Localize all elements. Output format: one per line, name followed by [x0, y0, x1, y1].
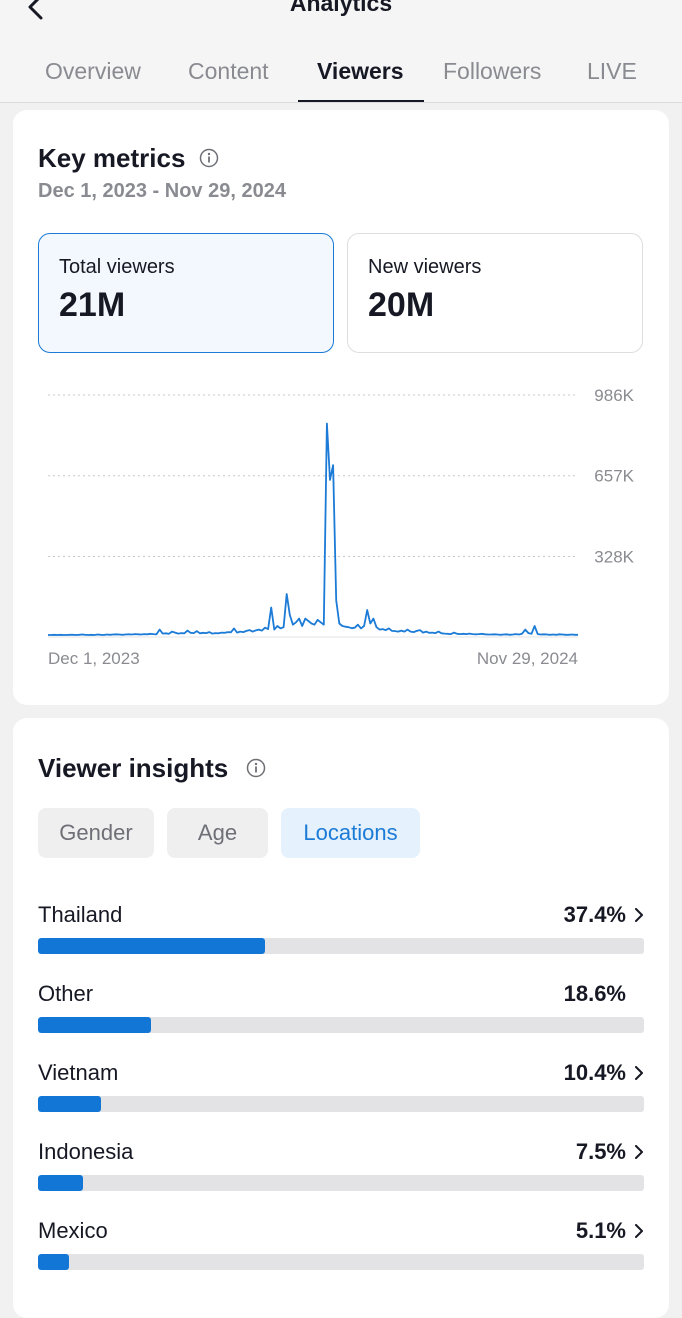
date-range: Dec 1, 2023 - Nov 29, 2024 [38, 180, 286, 202]
header-divider [0, 102, 682, 103]
location-bar-track [38, 1017, 644, 1033]
tab-live[interactable]: LIVE [587, 58, 637, 84]
chevron-left-icon[interactable] [22, 0, 52, 22]
metric-label: New viewers [368, 256, 482, 278]
filter-locations[interactable]: Locations [281, 808, 420, 858]
viewers-series-line [48, 422, 578, 636]
tab-content[interactable]: Content [188, 58, 269, 84]
location-bar-fill [38, 1096, 102, 1112]
tab-followers[interactable]: Followers [443, 58, 542, 84]
metric-value: 21M [59, 286, 126, 324]
tab-viewers[interactable]: Viewers [317, 58, 404, 84]
x-tick-label: Nov 29, 2024 [477, 649, 578, 668]
location-bar-fill [38, 938, 265, 954]
location-name: Indonesia [38, 1139, 134, 1164]
metric-value: 20M [368, 286, 435, 324]
location-row-indonesia[interactable]: Indonesia 7.5% [38, 1139, 644, 1199]
top-bar: Analytics Overview Content Viewers Follo… [0, 0, 682, 103]
y-tick-label: 657K [594, 467, 634, 486]
tab-bar: Overview Content Viewers Followers LIVE [0, 54, 682, 103]
chevron-right-icon [635, 908, 643, 922]
location-name: Mexico [38, 1218, 108, 1243]
location-row-vietnam[interactable]: Vietnam 10.4% [38, 1060, 644, 1120]
viewer-insights-title: Viewer insights [38, 753, 229, 783]
location-name: Thailand [38, 902, 123, 927]
location-name: Vietnam [38, 1060, 119, 1085]
page-title: Analytics [289, 0, 393, 16]
location-percent: 5.1% [575, 1218, 626, 1243]
new-viewers-card[interactable]: New viewers 20M [347, 233, 643, 353]
location-percent: 37.4% [563, 902, 626, 927]
tab-overview[interactable]: Overview [45, 58, 141, 84]
chevron-right-icon [635, 1145, 643, 1159]
metric-label: Total viewers [59, 256, 175, 278]
location-row-other: Other 18.6% [38, 981, 644, 1041]
location-percent: 18.6% [563, 981, 626, 1006]
filter-age[interactable]: Age [167, 808, 268, 858]
filter-gender[interactable]: Gender [38, 808, 154, 858]
location-bar-fill [38, 1017, 151, 1033]
location-bar-fill [38, 1254, 69, 1270]
y-tick-label: 328K [594, 547, 634, 566]
chevron-right-icon [635, 1066, 643, 1080]
location-bar-track [38, 938, 644, 954]
key-metrics-card: Key metrics Dec 1, 2023 - Nov 29, 2024 T… [13, 110, 669, 705]
y-tick-label: 986K [594, 386, 634, 405]
location-bar-track [38, 1254, 644, 1270]
viewers-line-chart: 328K 657K 986K Dec 1, 2023 Nov 29, 2024 [48, 386, 635, 668]
chevron-right-icon [635, 1224, 643, 1238]
total-viewers-card[interactable]: Total viewers 21M [38, 233, 334, 353]
viewer-insights-card: Viewer insights Gender Age Locations Tha… [13, 718, 669, 1318]
info-icon[interactable] [199, 148, 219, 168]
location-name: Other [38, 981, 94, 1006]
location-percent: 7.5% [575, 1139, 626, 1164]
key-metrics-title: Key metrics [38, 143, 186, 173]
location-percent: 10.4% [563, 1060, 626, 1085]
location-bar-fill [38, 1175, 84, 1191]
location-bar-track [38, 1096, 644, 1112]
active-tab-indicator [298, 100, 424, 103]
location-row-mexico[interactable]: Mexico 5.1% [38, 1218, 644, 1278]
x-tick-label: Dec 1, 2023 [48, 649, 140, 668]
location-row-thailand[interactable]: Thailand 37.4% [38, 902, 644, 962]
info-icon[interactable] [246, 758, 266, 778]
location-bar-track [38, 1175, 644, 1191]
